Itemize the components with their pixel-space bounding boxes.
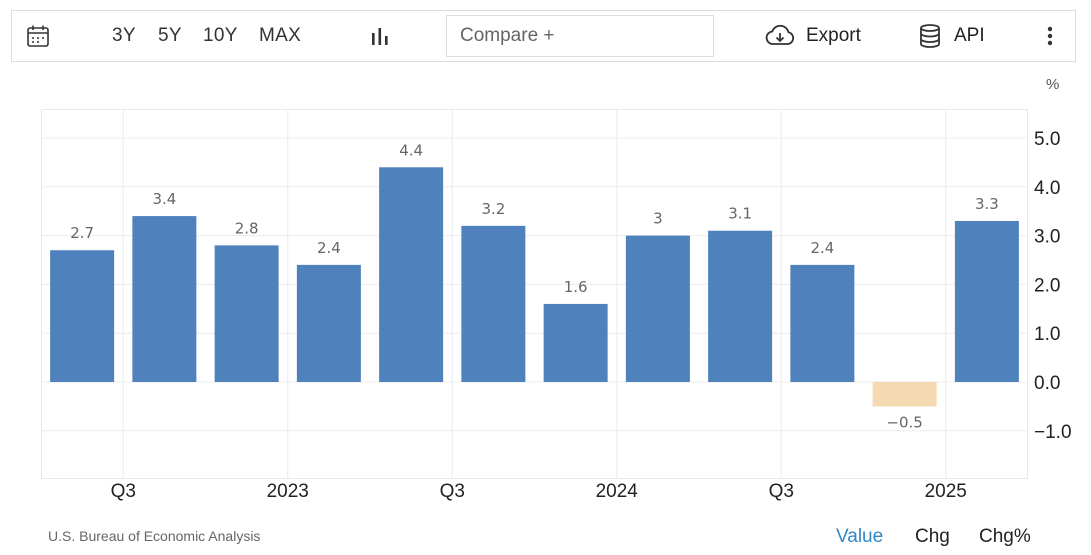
y-axis-unit: % [1046, 76, 1060, 93]
y-tick-label: 3.0 [1034, 227, 1060, 248]
bar[interactable] [50, 250, 115, 382]
bar-value-label: 2.8 [235, 219, 259, 237]
bar-chart-icon [372, 28, 388, 45]
bar[interactable] [132, 216, 197, 382]
tab-chg-percent[interactable]: Chg% [979, 526, 1031, 547]
chart-type-button[interactable] [369, 11, 391, 61]
x-tick-label: 2023 [267, 481, 309, 502]
bar-value-label: 2.4 [810, 239, 834, 257]
cloud-download-icon [765, 24, 795, 45]
x-tick-label: Q3 [769, 481, 794, 502]
more-options-button[interactable] [1046, 11, 1054, 61]
bar[interactable] [461, 225, 526, 382]
bar-value-label: 3.3 [975, 195, 999, 213]
bar[interactable] [214, 245, 279, 382]
database-icon [920, 24, 940, 48]
bar-value-label: 2.4 [317, 239, 341, 257]
chart-toolbar: 3Y 5Y 10Y MAX Compare + Export API [11, 10, 1076, 62]
bar-value-label: 3.1 [728, 205, 752, 223]
calendar-icon [27, 25, 49, 47]
bar[interactable] [625, 235, 690, 382]
range-10y-button[interactable]: 10Y [203, 25, 238, 46]
bar-value-label: 4.4 [399, 141, 423, 159]
x-tick-label: 2024 [596, 481, 639, 502]
bar-value-label: 3.2 [481, 200, 505, 218]
bar[interactable] [296, 264, 361, 382]
more-vertical-icon [1047, 26, 1053, 46]
y-tick-label: 0.0 [1034, 373, 1060, 394]
bar-value-label: 1.6 [564, 278, 588, 296]
compare-input[interactable]: Compare + [446, 15, 714, 57]
bar[interactable] [872, 382, 937, 407]
bar[interactable] [790, 264, 855, 382]
y-tick-label: 5.0 [1034, 129, 1060, 150]
api-button[interactable]: API [918, 11, 985, 61]
bar-value-label: −0.5 [886, 413, 922, 431]
data-source: U.S. Bureau of Economic Analysis [48, 528, 261, 544]
tab-value[interactable]: Value [836, 526, 884, 547]
x-tick-label: 2025 [925, 481, 967, 502]
bar-value-label: 2.7 [70, 224, 94, 242]
x-tick-label: Q3 [111, 481, 136, 502]
y-tick-label: −1.0 [1034, 422, 1072, 443]
bar-value-label: 3 [653, 210, 663, 228]
export-label: Export [806, 25, 861, 46]
tab-chg[interactable]: Chg [915, 526, 950, 547]
bar[interactable] [954, 220, 1019, 382]
y-tick-label: 4.0 [1034, 178, 1060, 199]
range-3y-button[interactable]: 3Y [112, 25, 136, 46]
y-tick-label: 1.0 [1034, 324, 1060, 345]
bar[interactable] [543, 303, 608, 382]
range-max-button[interactable]: MAX [259, 25, 302, 46]
api-label: API [954, 25, 985, 46]
bar[interactable] [708, 230, 773, 382]
bar-value-label: 3.4 [152, 190, 176, 208]
y-tick-label: 2.0 [1034, 275, 1060, 296]
range-5y-button[interactable]: 5Y [158, 25, 182, 46]
plot-area-frame [41, 109, 1028, 479]
calendar-button[interactable] [26, 11, 50, 61]
x-tick-label: Q3 [440, 481, 465, 502]
compare-placeholder: Compare + [460, 25, 555, 46]
bar[interactable] [379, 167, 444, 382]
export-button[interactable]: Export [764, 11, 861, 61]
